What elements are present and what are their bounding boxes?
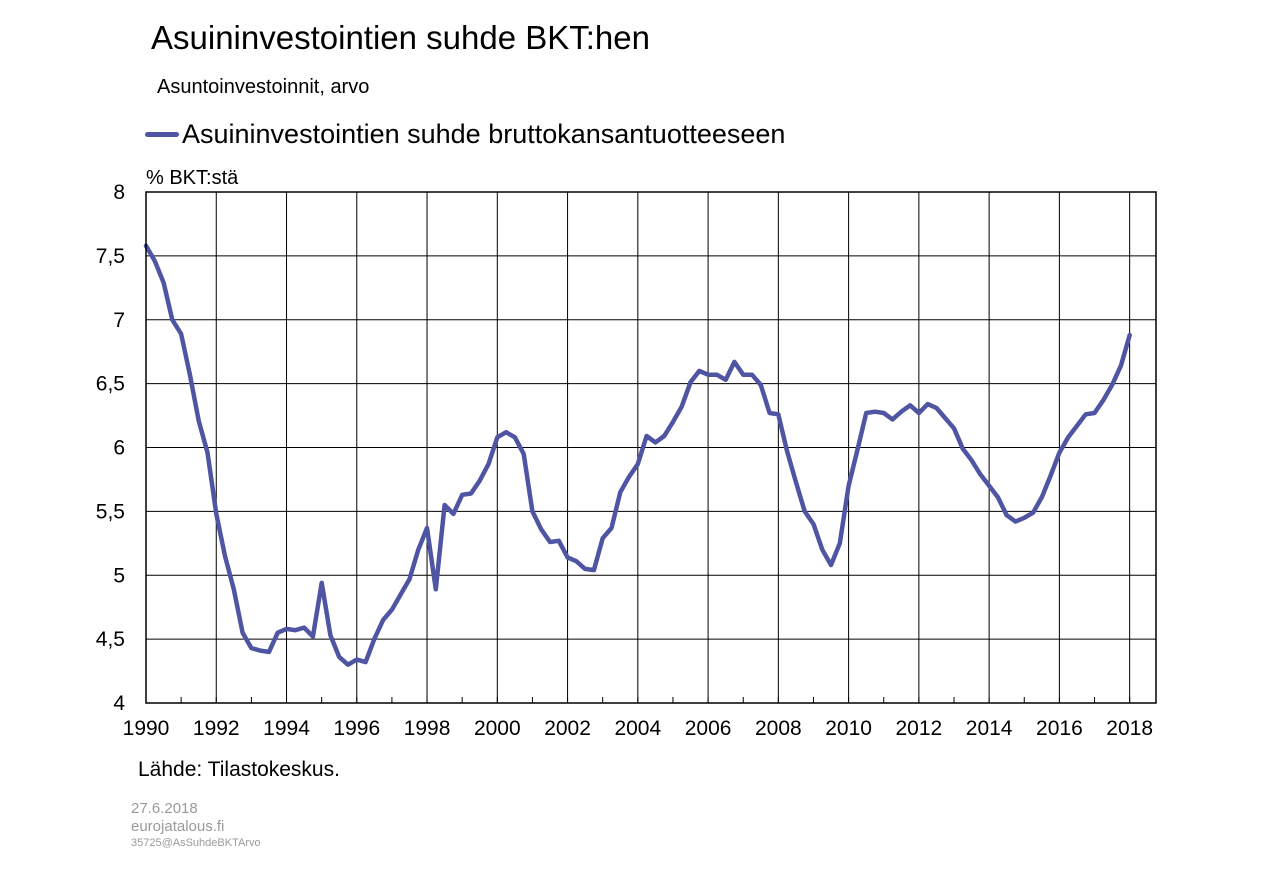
y-tick-label: 4,5 bbox=[96, 628, 125, 651]
x-tick-label: 1996 bbox=[333, 717, 380, 740]
x-tick-label: 1994 bbox=[263, 717, 310, 740]
y-tick-label: 4 bbox=[113, 692, 125, 715]
x-axis-tick-labels: 1990 1992 1994 1996 1998 2000 2002 2004 2006 2008… bbox=[123, 717, 1153, 740]
x-tick-label: 2004 bbox=[614, 717, 661, 740]
chart-subtitle: Asuntoinvestoinnit, arvo bbox=[157, 76, 370, 98]
x-tick-label: 2014 bbox=[966, 717, 1013, 740]
x-tick-label: 2008 bbox=[755, 717, 802, 740]
series-line bbox=[143, 243, 1132, 667]
y-tick-label: 7 bbox=[113, 309, 125, 332]
x-tick-label: 2018 bbox=[1106, 717, 1153, 740]
x-axis-ticks bbox=[145, 697, 1131, 703]
legend-swatch bbox=[145, 131, 179, 137]
x-tick-label: 2010 bbox=[825, 717, 872, 740]
y-tick-label: 6,5 bbox=[96, 373, 125, 396]
legend: Asuininvestointien suhde bruttokansantuo… bbox=[145, 117, 785, 151]
y-tick-label: 5,5 bbox=[96, 500, 125, 523]
source-note: Lähde: Tilastokeskus. bbox=[138, 758, 340, 781]
x-tick-label: 2006 bbox=[685, 717, 732, 740]
x-tick-label: 1992 bbox=[193, 717, 240, 740]
x-tick-label: 2000 bbox=[474, 717, 521, 740]
y-tick-label: 5 bbox=[113, 564, 125, 587]
x-tick-label: 1990 bbox=[123, 717, 170, 740]
x-tick-label: 2016 bbox=[1036, 717, 1083, 740]
x-tick-label: 2012 bbox=[896, 717, 943, 740]
x-tick-label: 1998 bbox=[404, 717, 451, 740]
chart-code: 35725@AsSuhdeBKTArvo bbox=[131, 837, 261, 849]
legend-label: Asuininvestointien suhde bruttokansantuo… bbox=[182, 119, 786, 149]
grid bbox=[146, 192, 1156, 703]
plot-area-frame bbox=[145, 191, 1157, 704]
y-tick-label: 6 bbox=[113, 437, 125, 460]
y-tick-label: 7,5 bbox=[96, 245, 125, 268]
publish-date: 27.6.2018 bbox=[131, 800, 198, 817]
y-axis-unit-label: % BKT:stä bbox=[146, 167, 239, 189]
y-tick-label: 8 bbox=[113, 181, 125, 204]
chart-title: Asuininvestointien suhde BKT:hen bbox=[151, 19, 650, 56]
x-tick-label: 2002 bbox=[544, 717, 591, 740]
site-name: eurojatalous.fi bbox=[131, 818, 225, 835]
series bbox=[143, 243, 1132, 667]
y-axis-tick-labels: 4 4,5 5 5,5 6 6,5 7 7,5 8 bbox=[96, 181, 126, 715]
